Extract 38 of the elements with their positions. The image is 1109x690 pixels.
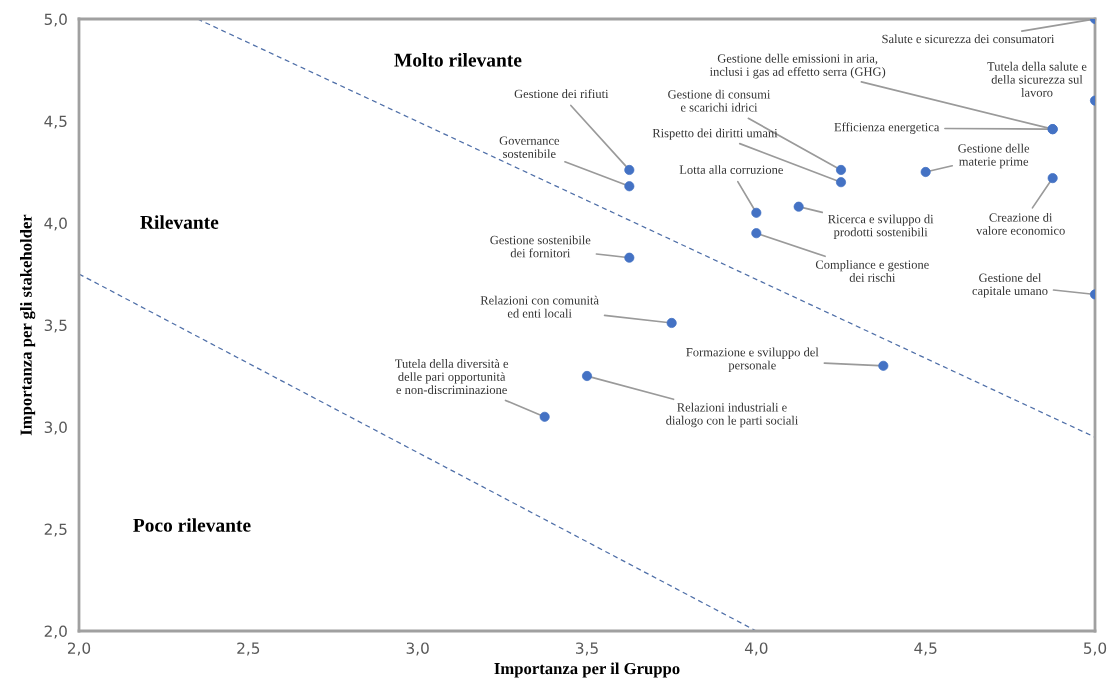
annotation: Gestione sostenibile dei fornitori — [490, 235, 591, 258]
annotation: Relazioni con comunità ed enti locali — [480, 295, 599, 318]
annotation: Compliance e gestione dei rischi — [815, 259, 929, 282]
annotation: Rilevante — [140, 215, 219, 229]
y-tick-label: 2,5 — [44, 523, 67, 537]
x-tick-label: 5,0 — [1084, 642, 1107, 656]
annotation: Formazione e sviluppo del personale — [686, 347, 819, 372]
y-tick-label: 2,0 — [44, 625, 67, 639]
x-tick-label: 3,0 — [406, 642, 429, 656]
annotation: Lotta alla corruzione — [679, 165, 783, 174]
annotation: Gestione delle emissioni in aria, inclusi i gas ad effetto serra (GHG) — [709, 53, 886, 79]
annotation: Gestione di consumi e scarichi idrici — [668, 89, 771, 112]
y-tick-label: 5,0 — [44, 13, 67, 27]
annotation: Efficienza energetica — [834, 122, 940, 134]
y-tick-label: 4,5 — [44, 115, 67, 129]
annotation: Governance sostenibile — [499, 136, 560, 158]
y-axis-title: Importanza per gli stakeholder — [20, 214, 36, 436]
x-tick-label: 4,0 — [744, 642, 768, 656]
annotation: Ricerca e sviluppo di prodotti sostenibili — [828, 214, 934, 239]
y-tick-label: 4,0 — [44, 217, 67, 231]
annotation: Creazione di valore economico — [976, 212, 1065, 235]
annotation: Relazioni industriali e dialogo con le parti sociali — [666, 402, 799, 428]
annotation: Gestione del capitale umano — [972, 273, 1048, 298]
x-tick-label: 2,0 — [67, 642, 91, 656]
y-tick-label: 3,0 — [44, 421, 67, 435]
y-tick-label: 3,5 — [44, 319, 67, 333]
annotation: Gestione delle materie prime — [958, 143, 1030, 169]
annotation: Rispetto dei diritti umani — [652, 128, 778, 140]
annotation: Tutela della salute e della sicurezza sul lavoro — [987, 61, 1087, 97]
annotation: Salute e sicurezza dei consumatori — [882, 34, 1055, 44]
annotation: Poco rilevante — [133, 518, 251, 532]
x-axis-title: Importanza per il Gruppo — [494, 662, 680, 678]
annotation: Molto rilevante — [394, 53, 522, 67]
x-tick-label: 3,5 — [576, 642, 598, 656]
x-tick-label: 4,5 — [914, 642, 937, 656]
annotation: Gestione dei rifiuti — [514, 89, 609, 99]
x-tick-label: 2,5 — [237, 642, 260, 656]
annotation: Tutela della diversità e delle pari opportunità e non-discriminazione — [395, 359, 509, 395]
